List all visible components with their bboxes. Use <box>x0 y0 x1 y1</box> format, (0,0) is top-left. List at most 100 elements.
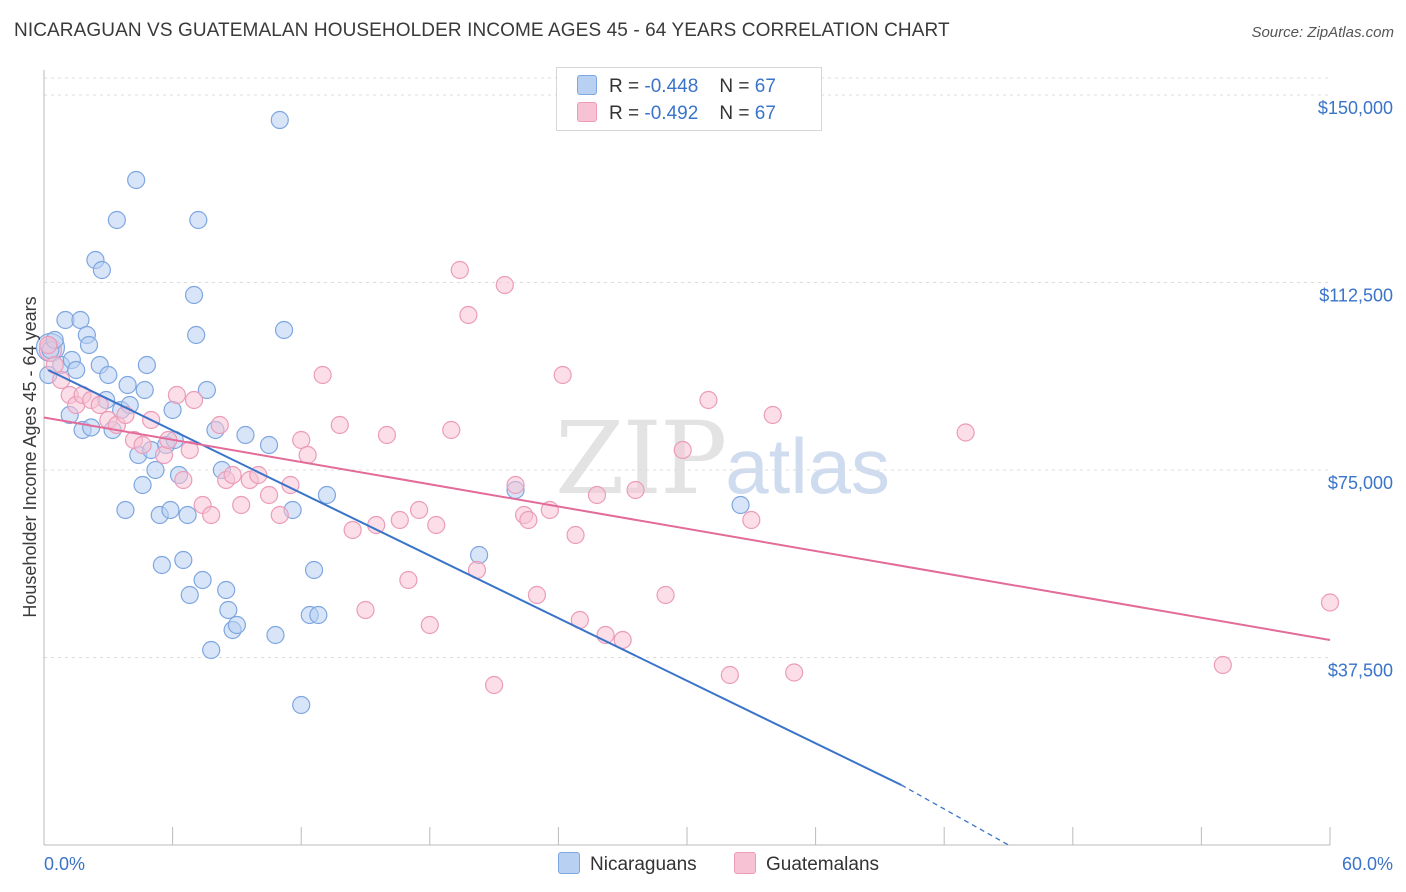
data-point <box>699 390 718 410</box>
data-point <box>152 555 171 575</box>
data-point <box>202 640 221 660</box>
data-point <box>390 510 409 530</box>
data-point <box>187 325 206 345</box>
data-point <box>180 440 199 460</box>
data-point <box>317 485 337 505</box>
data-point <box>210 415 229 435</box>
data-point <box>163 400 182 420</box>
data-point <box>304 560 324 580</box>
blue-swatch-icon <box>577 75 597 95</box>
pink-swatch-icon <box>577 102 597 122</box>
data-point <box>133 475 152 495</box>
data-point <box>626 480 645 500</box>
data-point <box>459 305 478 325</box>
legend-r-label: R = <box>609 103 640 124</box>
data-point <box>184 285 204 305</box>
data-point <box>763 405 782 425</box>
data-point <box>1213 655 1232 675</box>
data-point <box>180 585 199 605</box>
data-point <box>495 275 514 295</box>
data-point <box>298 445 317 465</box>
data-point <box>39 335 58 355</box>
data-point <box>232 495 251 515</box>
legend-r-value: -0.448 <box>644 76 699 97</box>
data-point <box>174 550 193 570</box>
watermark: ZIPatlas <box>555 400 890 517</box>
data-point <box>292 695 311 715</box>
data-point <box>259 485 279 505</box>
legend-item-nicaraguans: Nicaraguans <box>558 852 697 876</box>
data-point <box>519 510 538 530</box>
data-point <box>673 440 692 460</box>
data-point <box>270 505 289 525</box>
data-point <box>420 615 439 635</box>
data-point <box>720 665 739 685</box>
data-point <box>259 435 279 455</box>
y-axis-title: Householder Income Ages 45 - 64 years <box>20 296 40 617</box>
data-point <box>956 423 975 442</box>
data-point <box>356 600 375 620</box>
data-point <box>167 385 186 405</box>
data-point <box>116 500 135 520</box>
legend-n-label: N = <box>719 103 750 124</box>
watermark-atlas: atlas <box>725 422 891 510</box>
series-legend: Nicaraguans Guatemalans <box>0 852 1406 878</box>
legend-r-value: -0.492 <box>644 103 699 124</box>
axes <box>43 70 1331 846</box>
data-point <box>566 525 585 545</box>
data-point <box>343 520 362 540</box>
data-point <box>742 510 761 530</box>
data-point <box>127 170 146 190</box>
data-point <box>154 445 174 465</box>
legend-n-label: N = <box>719 76 750 97</box>
data-point <box>409 500 429 520</box>
gridlines <box>44 77 1330 658</box>
legend-row-guatemalans: R = -0.492 N = 67 <box>577 102 776 126</box>
data-point <box>399 570 418 590</box>
legend-label: Nicaraguans <box>590 854 697 875</box>
data-point <box>184 390 204 410</box>
pink-swatch-icon <box>734 852 756 874</box>
data-point <box>79 335 99 355</box>
data-point <box>135 380 154 400</box>
data-point <box>99 365 118 385</box>
source-credit: Source: ZipAtlas.com <box>1251 24 1394 41</box>
legend-item-guatemalans: Guatemalans <box>734 852 879 876</box>
data-point <box>202 505 221 525</box>
watermark-zip: ZIP <box>555 400 727 517</box>
data-point <box>133 435 152 455</box>
legend-label: Guatemalans <box>766 854 880 875</box>
data-point <box>118 375 137 395</box>
data-point <box>469 545 489 565</box>
data-point <box>137 355 156 375</box>
data-point <box>161 500 180 520</box>
data-point <box>785 663 804 682</box>
data-point <box>116 405 135 425</box>
data-point <box>274 320 294 340</box>
data-point <box>330 415 349 435</box>
data-point <box>442 420 461 440</box>
y-tick-label: $37,500 <box>1328 661 1393 681</box>
data-point <box>367 515 386 535</box>
data-point <box>146 460 165 480</box>
data-point <box>266 625 285 645</box>
data-point <box>197 380 216 400</box>
data-point <box>731 495 750 515</box>
data-point <box>313 365 332 385</box>
data-point <box>553 365 572 385</box>
data-point <box>656 585 675 605</box>
data-point <box>485 675 504 695</box>
data-point <box>1320 593 1340 612</box>
trend-line-extension <box>901 784 1009 846</box>
trend-line <box>47 369 902 786</box>
correlation-legend: R = -0.448 N = 67 R = -0.492 N = 67 <box>556 67 822 131</box>
blue-swatch-icon <box>558 852 580 874</box>
data-point <box>217 580 236 600</box>
y-tick-label: $75,000 <box>1328 473 1393 493</box>
data-point <box>107 210 126 230</box>
data-point <box>71 310 90 330</box>
data-point <box>587 485 607 505</box>
legend-row-nicaraguans: R = -0.448 N = 67 <box>577 75 776 99</box>
x-tick-label: 60.0% <box>1342 854 1393 874</box>
